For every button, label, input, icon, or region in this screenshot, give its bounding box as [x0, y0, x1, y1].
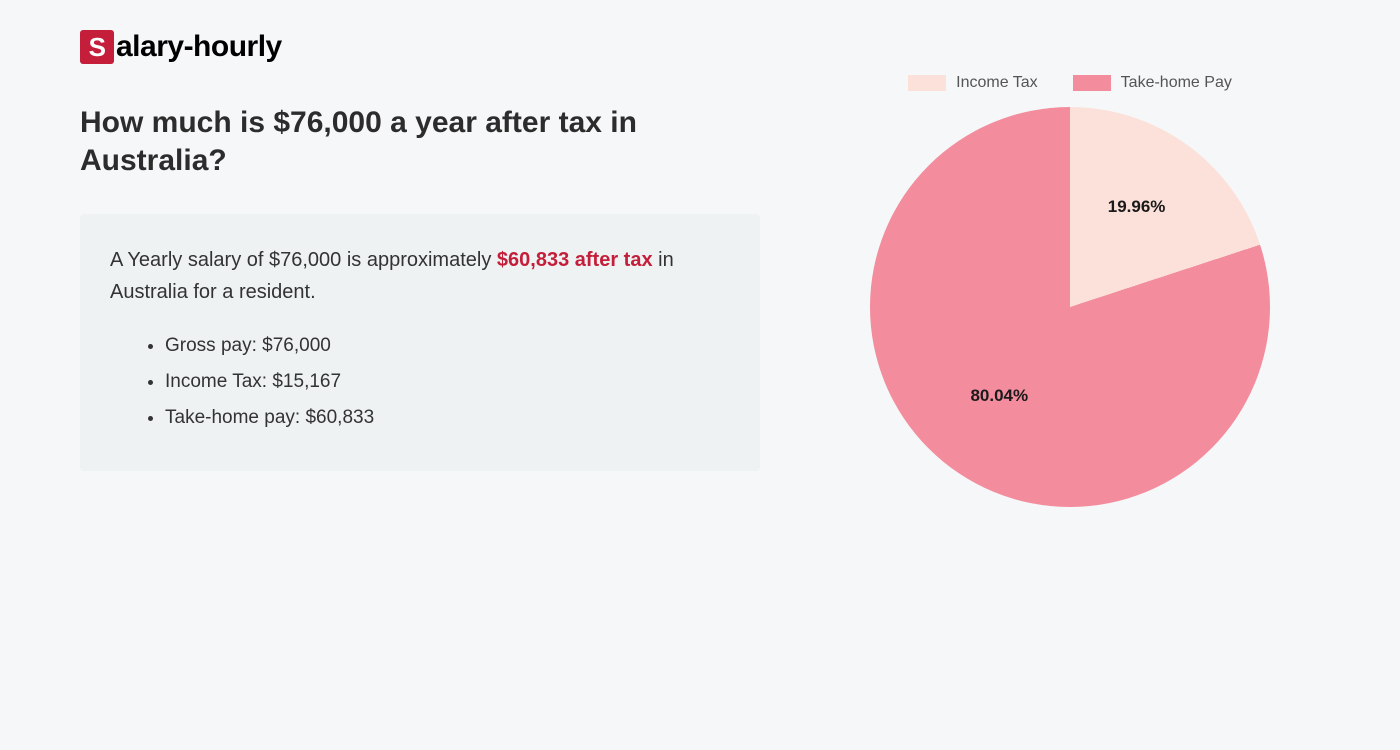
list-item: Take-home pay: $60,833 [165, 400, 730, 436]
chart-column: Income Tax Take-home Pay 19.96% 80.04% [820, 74, 1320, 507]
chart-legend: Income Tax Take-home Pay [908, 74, 1232, 92]
pie-disc [870, 107, 1270, 507]
legend-item-income-tax: Income Tax [908, 74, 1038, 92]
summary-highlight: $60,833 after tax [497, 249, 653, 271]
legend-item-take-home: Take-home Pay [1073, 74, 1232, 92]
left-column: How much is $76,000 a year after tax in … [80, 104, 760, 507]
list-item: Gross pay: $76,000 [165, 328, 730, 364]
summary-text: A Yearly salary of $76,000 is approximat… [110, 244, 730, 308]
pie-slice-label-take-home: 80.04% [970, 386, 1028, 406]
legend-label: Take-home Pay [1121, 74, 1232, 92]
page-title: How much is $76,000 a year after tax in … [80, 104, 760, 179]
summary-list: Gross pay: $76,000 Income Tax: $15,167 T… [110, 328, 730, 436]
legend-label: Income Tax [956, 74, 1038, 92]
list-item: Income Tax: $15,167 [165, 364, 730, 400]
pie-slice-label-income-tax: 19.96% [1108, 197, 1166, 217]
summary-box: A Yearly salary of $76,000 is approximat… [80, 214, 760, 471]
site-logo: Salary-hourly [80, 30, 1320, 64]
pie-chart: 19.96% 80.04% [870, 107, 1270, 507]
summary-pre: A Yearly salary of $76,000 is approximat… [110, 249, 497, 271]
logo-badge: S [80, 30, 114, 64]
main-content: How much is $76,000 a year after tax in … [80, 104, 1320, 507]
logo-text: alary-hourly [116, 30, 282, 64]
legend-swatch [908, 75, 946, 91]
legend-swatch [1073, 75, 1111, 91]
